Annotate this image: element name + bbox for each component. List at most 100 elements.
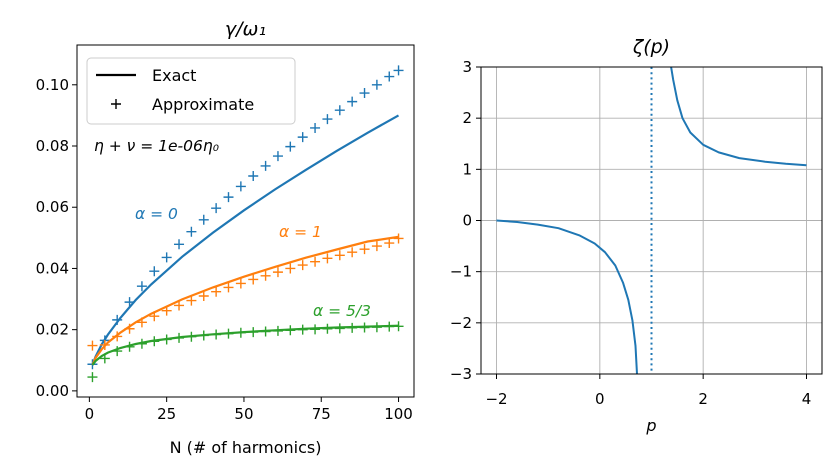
y-tick-label: 0.10 bbox=[36, 76, 69, 94]
approx-marker-series-2 bbox=[359, 322, 370, 333]
approx-marker-series-2 bbox=[322, 323, 333, 334]
approx-marker-series-0 bbox=[112, 314, 123, 325]
approx-marker-series-1 bbox=[149, 311, 160, 322]
approx-marker-series-0 bbox=[235, 181, 246, 192]
approx-marker-series-2 bbox=[223, 328, 234, 339]
left-chart-panel: 0 25 50 75 100 0.00 0.02 0.04 0.06 0.08 0.10 γ/ω₁ N … bbox=[36, 18, 415, 457]
exact-line-series-0 bbox=[91, 114, 400, 366]
approx-marker-series-1 bbox=[260, 270, 271, 281]
approx-marker-series-2 bbox=[285, 325, 296, 336]
approx-marker-series-2 bbox=[211, 329, 222, 340]
exact-line-series-1 bbox=[91, 235, 399, 366]
approx-marker-series-1 bbox=[272, 267, 283, 278]
approx-marker-series-1 bbox=[322, 253, 333, 264]
approx-marker-series-1 bbox=[235, 278, 246, 289]
approx-marker-series-2 bbox=[384, 321, 395, 332]
approx-marker-series-0 bbox=[186, 226, 197, 237]
approx-marker-series-2 bbox=[272, 325, 283, 336]
approx-marker-series-2 bbox=[112, 346, 123, 357]
y-tick-label: 0.02 bbox=[36, 321, 69, 339]
right-plot-area bbox=[496, 67, 807, 374]
approx-marker-series-2 bbox=[371, 322, 382, 333]
approx-marker-series-0 bbox=[198, 214, 209, 225]
approx-marker-series-2 bbox=[186, 331, 197, 342]
approx-marker-series-2 bbox=[149, 336, 160, 347]
approx-marker-series-2 bbox=[87, 372, 98, 383]
y-tick-label: −2 bbox=[450, 314, 472, 332]
approx-marker-series-0 bbox=[334, 105, 345, 116]
y-tick-label: 2 bbox=[462, 109, 472, 127]
y-tick-label: −3 bbox=[450, 365, 472, 383]
annotation-2: α = 1 bbox=[279, 223, 322, 241]
approx-marker-series-0 bbox=[161, 252, 172, 263]
approx-marker-series-2 bbox=[393, 321, 404, 332]
x-tick-label: 4 bbox=[802, 390, 812, 408]
x-tick-label: −2 bbox=[485, 390, 507, 408]
legend-label-exact: Exact bbox=[152, 66, 196, 85]
legend-plus-marker bbox=[111, 99, 121, 109]
annotation-3: α = 5/3 bbox=[313, 302, 371, 320]
approx-marker-series-2 bbox=[198, 330, 209, 341]
approx-marker-series-1 bbox=[371, 241, 382, 252]
approx-marker-series-1 bbox=[223, 282, 234, 293]
approx-marker-series-0 bbox=[174, 239, 185, 250]
approx-marker-series-2 bbox=[174, 332, 185, 343]
approx-marker-series-1 bbox=[347, 247, 358, 258]
approx-marker-series-0 bbox=[272, 151, 283, 162]
left-x-axis-label: N (# of harmonics) bbox=[170, 438, 322, 457]
left-axes-frame bbox=[76, 44, 415, 398]
approx-marker-series-1 bbox=[186, 295, 197, 306]
x-tick-label: 100 bbox=[384, 405, 413, 423]
approx-marker-series-0 bbox=[136, 281, 147, 292]
approx-marker-series-1 bbox=[124, 323, 135, 334]
approx-marker-series-0 bbox=[260, 160, 271, 171]
y-tick-label: 3 bbox=[462, 58, 472, 76]
y-tick-label: 0.06 bbox=[36, 198, 69, 216]
y-tick-label: −1 bbox=[450, 263, 472, 281]
exact-line-series-2 bbox=[91, 324, 399, 366]
approx-marker-series-1 bbox=[359, 244, 370, 255]
x-tick-label: 2 bbox=[698, 390, 708, 408]
approx-marker-series-2 bbox=[99, 353, 110, 364]
approx-marker-series-1 bbox=[99, 339, 110, 350]
annotation-0: η + ν = 1e-06η₀ bbox=[94, 137, 219, 155]
approx-marker-series-2 bbox=[235, 327, 246, 338]
annotation-1: α = 0 bbox=[135, 205, 178, 223]
x-tick-label: 0 bbox=[85, 405, 95, 423]
approx-marker-series-0 bbox=[310, 122, 321, 133]
approx-marker-series-2 bbox=[248, 327, 259, 338]
approx-marker-series-1 bbox=[87, 340, 98, 351]
x-tick-label: 25 bbox=[157, 405, 176, 423]
approx-marker-series-2 bbox=[136, 338, 147, 349]
approx-marker-series-1 bbox=[248, 274, 259, 285]
approx-marker-series-0 bbox=[359, 88, 370, 99]
y-tick-label: 0.00 bbox=[36, 382, 69, 400]
approx-marker-series-0 bbox=[322, 114, 333, 125]
legend: Exact Approximate bbox=[86, 57, 296, 125]
zeta-curve-branch-0 bbox=[496, 219, 638, 374]
approx-marker-series-1 bbox=[198, 290, 209, 301]
approx-marker-series-2 bbox=[124, 341, 135, 352]
legend-label-approximate: Approximate bbox=[152, 95, 254, 114]
approx-marker-series-0 bbox=[393, 65, 404, 76]
approx-marker-series-2 bbox=[161, 334, 172, 345]
right-chart-title: ζ(p) bbox=[632, 36, 670, 58]
approx-marker-series-2 bbox=[334, 323, 345, 334]
approx-marker-series-1 bbox=[161, 305, 172, 316]
approx-marker-series-1 bbox=[136, 317, 147, 328]
right-chart-panel: −2 0 2 4 −3 −2 −1 0 1 2 3 ζ(p) p bbox=[450, 36, 823, 435]
approx-marker-series-2 bbox=[347, 322, 358, 333]
approx-marker-series-1 bbox=[334, 250, 345, 261]
approx-marker-series-0 bbox=[223, 192, 234, 203]
approx-marker-series-0 bbox=[211, 203, 222, 214]
approx-marker-series-1 bbox=[112, 331, 123, 342]
approx-marker-series-1 bbox=[384, 238, 395, 249]
approx-marker-series-1 bbox=[297, 260, 308, 271]
approx-marker-series-1 bbox=[285, 263, 296, 274]
y-tick-label: 0.08 bbox=[36, 137, 69, 155]
y-tick-label: 0.04 bbox=[36, 259, 69, 277]
x-tick-label: 0 bbox=[595, 390, 605, 408]
x-tick-label: 50 bbox=[234, 405, 253, 423]
approx-marker-series-0 bbox=[248, 171, 259, 182]
